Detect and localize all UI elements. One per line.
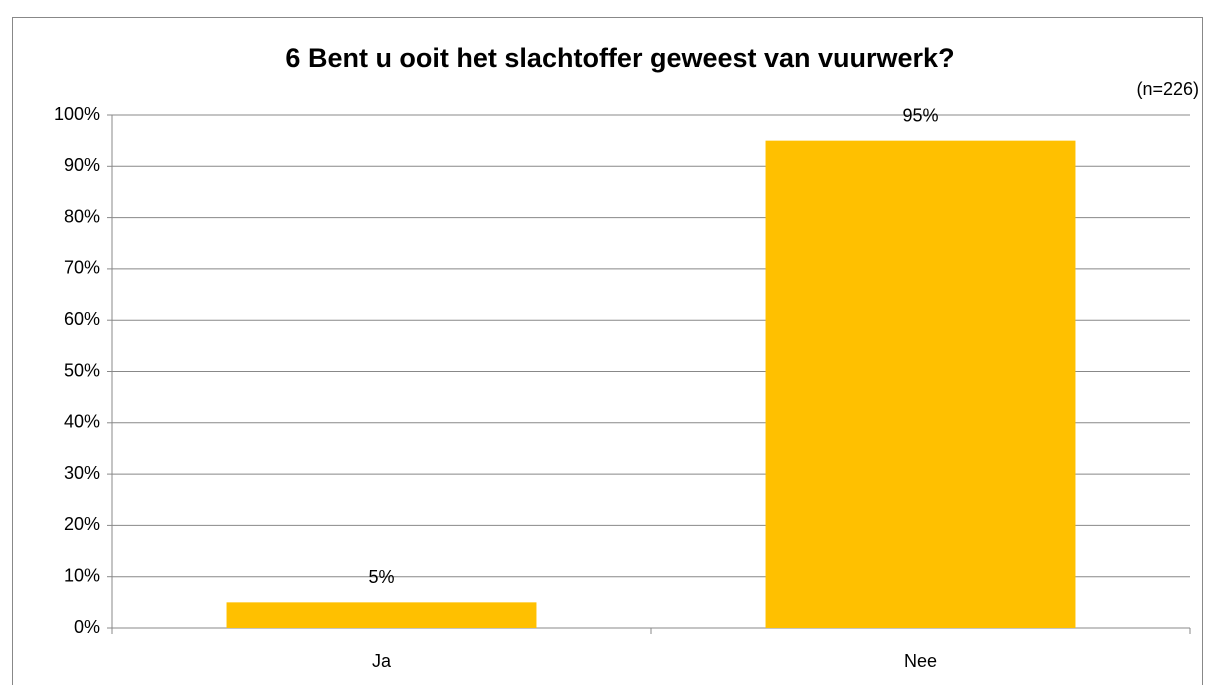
y-tick-label: 100% [54, 104, 100, 124]
x-tick-label: Ja [372, 651, 392, 671]
chart-title: 6 Bent u ooit het slachtoffer geweest va… [285, 43, 954, 73]
bar [765, 140, 1076, 628]
y-tick-label: 80% [64, 206, 100, 226]
y-tick-label: 20% [64, 514, 100, 534]
y-tick-label: 70% [64, 258, 100, 278]
bar [226, 602, 537, 628]
y-tick-label: 50% [64, 360, 100, 380]
y-tick-label: 90% [64, 155, 100, 175]
y-tick-label: 10% [64, 565, 100, 585]
data-label: 5% [368, 567, 394, 587]
y-tick-label: 30% [64, 463, 100, 483]
x-tick-label: Nee [904, 651, 937, 671]
y-tick-label: 60% [64, 309, 100, 329]
y-tick-label: 40% [64, 412, 100, 432]
y-tick-label: 0% [74, 617, 100, 637]
data-label: 95% [902, 105, 938, 125]
annotation: (n=226) [1136, 79, 1199, 99]
